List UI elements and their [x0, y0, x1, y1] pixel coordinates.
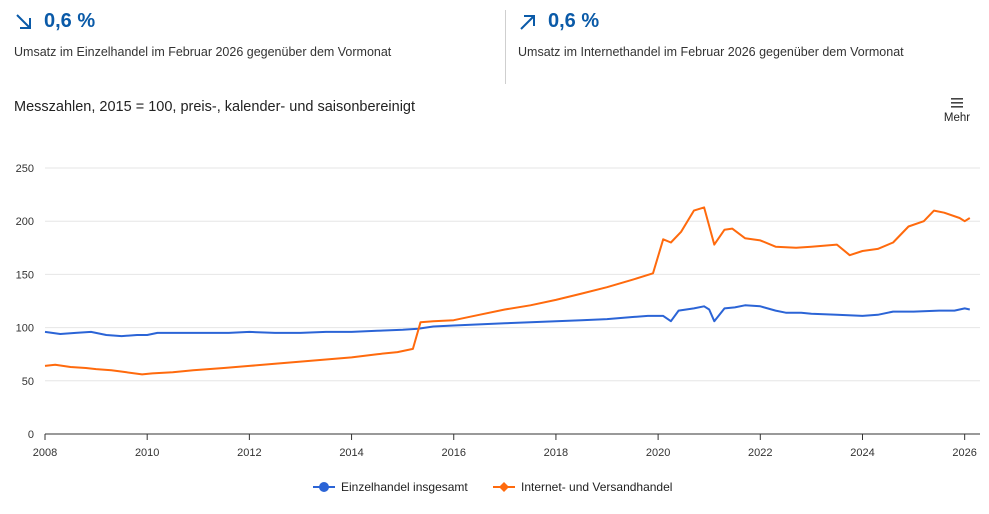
x-tick-label: 2024: [850, 447, 874, 459]
hamburger-menu-icon: [951, 98, 963, 108]
legend-label-1: Einzelhandel insgesamt: [341, 480, 468, 494]
y-tick-label: 250: [16, 163, 34, 175]
y-tick-label: 200: [16, 216, 34, 228]
x-tick-label: 2016: [442, 447, 466, 459]
kpi-internethandel: 0,6 % Umsatz im Internethandel im Februa…: [518, 10, 904, 59]
y-tick-label: 150: [16, 269, 34, 281]
kpi-description: Umsatz im Einzelhandel im Februar 2026 g…: [14, 45, 392, 59]
x-tick-label: 2020: [646, 447, 670, 459]
legend-marker-circle: [319, 482, 329, 492]
more-menu-button[interactable]: Mehr: [940, 98, 974, 124]
kpi-divider: [505, 10, 506, 84]
kpi-description: Umsatz im Internethandel im Februar 2026…: [518, 45, 904, 59]
series-line-2: [44, 206, 971, 376]
kpi-value: 0,6 %: [548, 10, 600, 32]
series-line-1: [44, 304, 971, 338]
x-tick-label: 2022: [748, 447, 772, 459]
x-tick-label: 2014: [339, 447, 363, 459]
y-tick-label: 50: [22, 376, 34, 388]
kpi-value: 0,6 %: [44, 10, 96, 32]
y-tick-label: 100: [16, 323, 34, 335]
arrow-up-right-icon: [520, 14, 535, 30]
arrow-down-right-icon: [16, 13, 31, 29]
x-tick-label: 2026: [952, 447, 976, 459]
y-tick-label: 0: [28, 429, 34, 441]
more-menu-label: Mehr: [943, 112, 971, 124]
legend-marker-diamond: [499, 482, 509, 492]
x-tick-label: 2010: [135, 447, 159, 459]
kpi-einzelhandel: 0,6 % Umsatz im Einzelhandel im Februar …: [14, 10, 391, 59]
x-tick-label: 2012: [237, 447, 261, 459]
x-tick-label: 2008: [33, 447, 57, 459]
chart-title: Messzahlen, 2015 = 100, preis-, kalender…: [14, 99, 416, 115]
legend-label-2: Internet- und Versandhandel: [521, 480, 672, 494]
x-tick-label: 2018: [544, 447, 568, 459]
